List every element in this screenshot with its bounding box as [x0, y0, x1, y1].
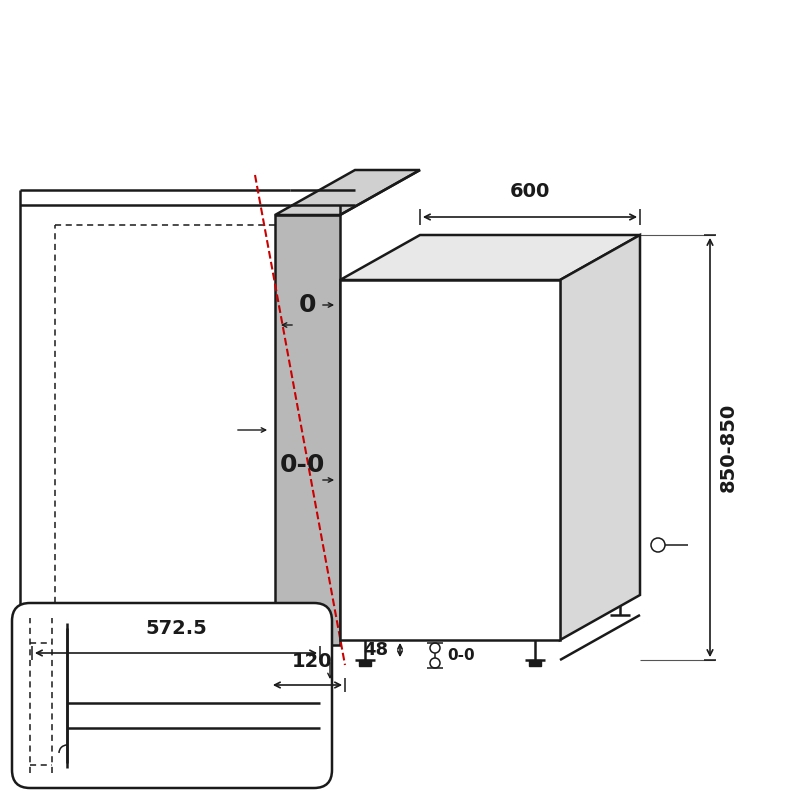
FancyBboxPatch shape [12, 603, 332, 788]
Text: 120: 120 [292, 652, 333, 671]
Bar [529, 660, 541, 666]
Polygon shape [275, 170, 420, 215]
Bar [359, 660, 371, 666]
Polygon shape [340, 235, 640, 280]
Polygon shape [340, 280, 560, 640]
Text: 850-850: 850-850 [718, 403, 738, 492]
Text: 48: 48 [363, 641, 388, 659]
Text: 0-0: 0-0 [447, 648, 474, 663]
Polygon shape [275, 215, 340, 645]
Text: 600: 600 [510, 182, 550, 201]
Text: 0: 0 [298, 293, 316, 317]
Text: 0-0: 0-0 [280, 453, 325, 477]
Polygon shape [560, 235, 640, 640]
Text: 572.5: 572.5 [145, 619, 207, 638]
